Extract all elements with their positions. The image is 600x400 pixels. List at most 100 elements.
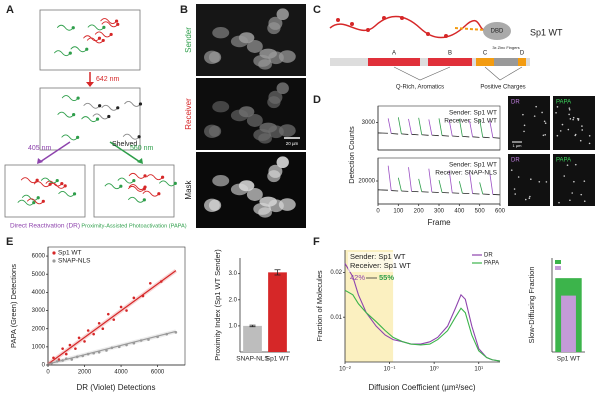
legend-label: Sp1 WT — [58, 250, 82, 257]
x-tick-label: 200 — [414, 209, 425, 215]
nucleus — [278, 198, 296, 211]
nucleus — [278, 50, 296, 63]
fluorophore — [60, 181, 64, 186]
molecule — [40, 177, 58, 184]
spot — [524, 198, 527, 201]
arrows — [37, 72, 143, 164]
box — [93, 164, 175, 218]
fluorophore — [132, 178, 136, 183]
molecule — [127, 185, 145, 192]
fluorophore — [157, 192, 161, 196]
x-tick-label: Sp1 WT — [557, 356, 581, 363]
box — [4, 164, 86, 218]
fluorophore — [173, 181, 177, 185]
molecule — [17, 199, 35, 206]
domain-label: A — [392, 51, 396, 57]
point — [68, 343, 72, 347]
spot — [568, 108, 571, 111]
box — [39, 9, 141, 71]
papa-label: Proximity-Assisted Photoactivation (PAPA… — [81, 223, 186, 229]
micrograph — [553, 154, 595, 206]
x-tick-label: 4000 — [114, 370, 128, 376]
laser-label: 560 nm — [130, 145, 154, 152]
spot — [581, 125, 583, 127]
y-tick-label: 3.0 — [229, 271, 238, 277]
molecule — [142, 190, 160, 197]
x-axis-label: Frame — [427, 218, 451, 227]
molecule — [128, 172, 146, 179]
fluorophore — [71, 26, 75, 30]
point — [119, 305, 123, 309]
fluorophore — [143, 174, 147, 178]
nucleus — [212, 27, 230, 39]
annotation: 42% — [350, 273, 365, 282]
fluorophore — [32, 201, 36, 205]
legend-label: DR — [563, 265, 570, 270]
x-tick-label: 10⁻¹ — [384, 367, 396, 373]
fluorophore — [55, 178, 59, 183]
annotation: 55% — [379, 273, 394, 282]
molecule — [158, 180, 176, 187]
region-label: Positive Charges — [480, 85, 525, 91]
point — [106, 312, 110, 316]
nucleus — [246, 114, 263, 127]
zinc-label: 3x Zinc Fingers — [492, 45, 519, 50]
spot — [533, 115, 536, 117]
charged-region — [454, 27, 486, 31]
legend-marker — [52, 251, 56, 255]
molecule — [83, 102, 101, 109]
arrow — [109, 141, 141, 163]
dot — [350, 22, 354, 26]
fluorophore — [41, 199, 45, 203]
nucleus — [267, 22, 281, 35]
y-axis-label: Proximity Index (Sp1 WT Sender) — [213, 249, 222, 361]
molecule — [101, 21, 119, 28]
spot — [528, 197, 531, 200]
fluorophore — [101, 38, 105, 43]
disordered-region — [329, 15, 486, 39]
molecule — [26, 198, 44, 205]
zinc-fingers — [494, 58, 518, 66]
spot — [580, 193, 583, 196]
point — [64, 352, 68, 356]
aromatic-dots — [336, 16, 448, 38]
spot — [569, 118, 572, 120]
nucleus — [259, 122, 277, 133]
panel-letter: B — [180, 4, 188, 16]
fluorophore — [72, 192, 77, 196]
fluorophore — [76, 96, 80, 100]
image-label: PAPA — [556, 100, 571, 106]
x-tick-label: 400 — [454, 209, 465, 215]
y-tick-label: 3000 — [362, 120, 376, 126]
fluorophore — [119, 184, 123, 188]
nucleus — [230, 109, 249, 122]
nucleus — [212, 175, 230, 187]
x-tick-label: 0 — [46, 370, 50, 376]
fluorophore — [142, 198, 146, 202]
molecule — [100, 18, 117, 25]
x-tick-label: 2000 — [78, 370, 92, 376]
spot — [523, 130, 525, 133]
point — [52, 356, 55, 360]
line — [344, 263, 501, 362]
legend-text: Sender: Sp1 WT — [449, 110, 497, 117]
arrow-head — [37, 158, 43, 164]
molecule — [58, 190, 75, 197]
spot — [559, 130, 562, 132]
dr-label: Direct Reactivation (DR) — [10, 223, 80, 230]
dbd — [483, 22, 511, 40]
x-tick-label: 0 — [376, 209, 380, 215]
laser-label: 642 nm — [96, 76, 120, 83]
nucleus — [230, 183, 249, 196]
spot — [542, 134, 545, 137]
molecule — [53, 50, 71, 57]
spot — [574, 163, 577, 166]
panel-letter: F — [313, 236, 320, 248]
y-axis-label: Fraction of Molecules — [315, 270, 324, 342]
dot — [366, 28, 370, 32]
molecule — [61, 95, 79, 102]
connector — [393, 66, 523, 81]
molecule — [146, 174, 163, 181]
molecule — [94, 31, 112, 38]
nucleus — [204, 124, 220, 138]
